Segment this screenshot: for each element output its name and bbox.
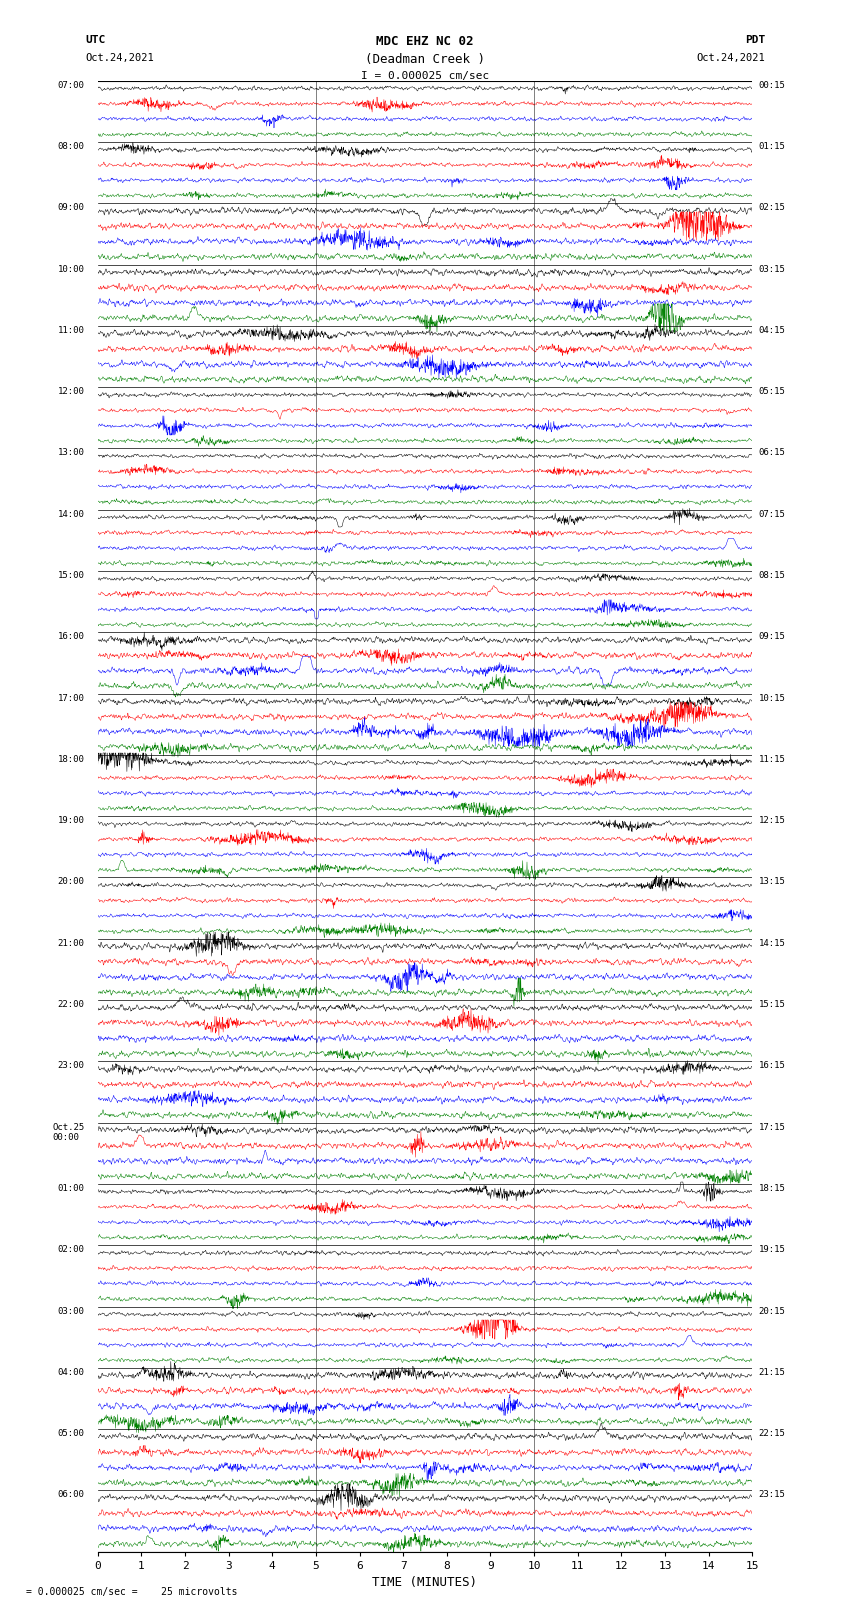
Text: 21:00: 21:00 — [58, 939, 85, 948]
Text: 06:00: 06:00 — [58, 1490, 85, 1500]
Text: Oct.24,2021: Oct.24,2021 — [85, 53, 154, 63]
Text: 08:00: 08:00 — [58, 142, 85, 152]
Text: 13:00: 13:00 — [58, 448, 85, 458]
Text: (Deadman Creek ): (Deadman Creek ) — [365, 53, 485, 66]
Text: MDC EHZ NC 02: MDC EHZ NC 02 — [377, 35, 473, 48]
Text: 17:15: 17:15 — [759, 1123, 785, 1132]
Text: 06:15: 06:15 — [759, 448, 785, 458]
Text: 12:00: 12:00 — [58, 387, 85, 397]
Text: 11:00: 11:00 — [58, 326, 85, 336]
Text: 01:00: 01:00 — [58, 1184, 85, 1194]
Text: 14:15: 14:15 — [759, 939, 785, 948]
Text: 20:00: 20:00 — [58, 877, 85, 887]
Text: Oct.25
00:00: Oct.25 00:00 — [53, 1123, 85, 1142]
Text: 22:15: 22:15 — [759, 1429, 785, 1439]
Text: PDT: PDT — [745, 35, 765, 45]
Text: 16:15: 16:15 — [759, 1061, 785, 1071]
Text: UTC: UTC — [85, 35, 105, 45]
Text: 21:15: 21:15 — [759, 1368, 785, 1378]
Text: 12:15: 12:15 — [759, 816, 785, 826]
Text: 03:00: 03:00 — [58, 1307, 85, 1316]
Text: 10:00: 10:00 — [58, 265, 85, 274]
Text: I = 0.000025 cm/sec: I = 0.000025 cm/sec — [361, 71, 489, 81]
Text: 09:00: 09:00 — [58, 203, 85, 213]
Text: 23:00: 23:00 — [58, 1061, 85, 1071]
Text: Oct.24,2021: Oct.24,2021 — [696, 53, 765, 63]
Text: 18:00: 18:00 — [58, 755, 85, 765]
Text: 20:15: 20:15 — [759, 1307, 785, 1316]
Text: 16:00: 16:00 — [58, 632, 85, 642]
Text: 05:00: 05:00 — [58, 1429, 85, 1439]
Text: 14:00: 14:00 — [58, 510, 85, 519]
Text: 01:15: 01:15 — [759, 142, 785, 152]
Text: 02:00: 02:00 — [58, 1245, 85, 1255]
Text: 08:15: 08:15 — [759, 571, 785, 581]
Text: 13:15: 13:15 — [759, 877, 785, 887]
Text: 04:00: 04:00 — [58, 1368, 85, 1378]
Text: 17:00: 17:00 — [58, 694, 85, 703]
Text: 19:00: 19:00 — [58, 816, 85, 826]
Text: 09:15: 09:15 — [759, 632, 785, 642]
Text: 15:15: 15:15 — [759, 1000, 785, 1010]
Text: 05:15: 05:15 — [759, 387, 785, 397]
X-axis label: TIME (MINUTES): TIME (MINUTES) — [372, 1576, 478, 1589]
Text: 15:00: 15:00 — [58, 571, 85, 581]
Text: 04:15: 04:15 — [759, 326, 785, 336]
Text: 02:15: 02:15 — [759, 203, 785, 213]
Text: 19:15: 19:15 — [759, 1245, 785, 1255]
Text: = 0.000025 cm/sec =    25 microvolts: = 0.000025 cm/sec = 25 microvolts — [26, 1587, 237, 1597]
Text: 07:00: 07:00 — [58, 81, 85, 90]
Text: 10:15: 10:15 — [759, 694, 785, 703]
Text: 22:00: 22:00 — [58, 1000, 85, 1010]
Text: 18:15: 18:15 — [759, 1184, 785, 1194]
Text: 11:15: 11:15 — [759, 755, 785, 765]
Text: 00:15: 00:15 — [759, 81, 785, 90]
Text: 03:15: 03:15 — [759, 265, 785, 274]
Text: 23:15: 23:15 — [759, 1490, 785, 1500]
Text: 07:15: 07:15 — [759, 510, 785, 519]
